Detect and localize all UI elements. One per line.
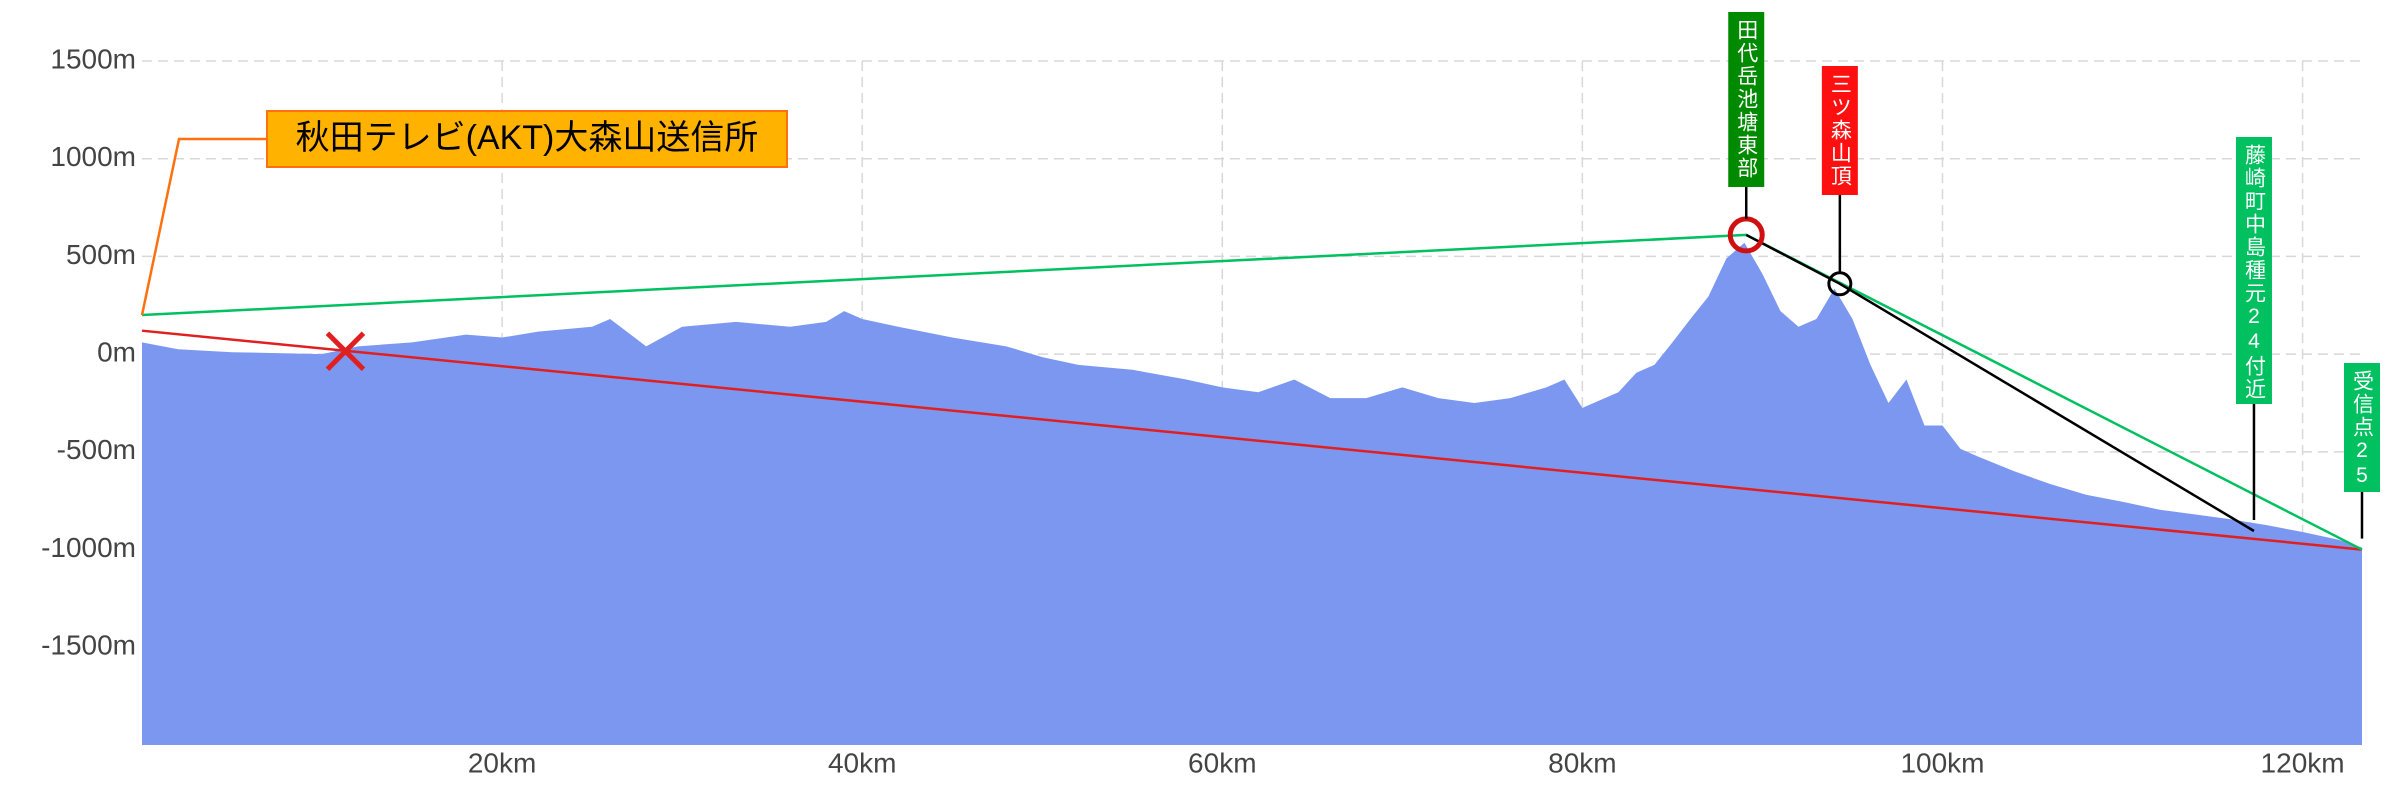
label-box xyxy=(266,110,788,168)
x-tick-label: 20km xyxy=(468,747,536,778)
x-tick-label: 80km xyxy=(1548,747,1616,778)
label-text: 藤崎町中島種元24付近 xyxy=(2242,144,2266,401)
label-box xyxy=(1821,66,1858,195)
sight-line xyxy=(141,233,2363,551)
y-tick-label: -500m xyxy=(57,434,136,465)
sight-line xyxy=(1745,233,2255,533)
x-tick-label: 60km xyxy=(1188,747,1256,778)
x-tick-label: 100km xyxy=(1900,747,1984,778)
x-tick-label: 40km xyxy=(828,747,896,778)
label-text: 三ツ森山頂 xyxy=(1828,73,1852,188)
y-tick-label: -1000m xyxy=(41,532,136,563)
callout-line xyxy=(140,137,267,316)
obstruction-marker xyxy=(325,331,366,371)
label-box xyxy=(2235,137,2272,404)
y-tick-label: 1500m xyxy=(50,43,136,74)
label-box xyxy=(1728,12,1765,187)
y-tick-label: 500m xyxy=(66,239,136,270)
label-text: 秋田テレビ(AKT)大森山送信所 xyxy=(296,119,759,157)
terrain-area xyxy=(142,242,2362,745)
y-tick-label: -1500m xyxy=(41,630,136,661)
x-tick-label: 120km xyxy=(2261,747,2345,778)
sight-line xyxy=(141,329,2363,551)
label-text: 受信点25 xyxy=(2351,370,2375,489)
label-text: 田代岳池塘東部 xyxy=(1735,19,1759,180)
y-tick-label: 0m xyxy=(97,337,136,368)
label-box xyxy=(2344,363,2380,492)
y-tick-label: 1000m xyxy=(50,141,136,172)
